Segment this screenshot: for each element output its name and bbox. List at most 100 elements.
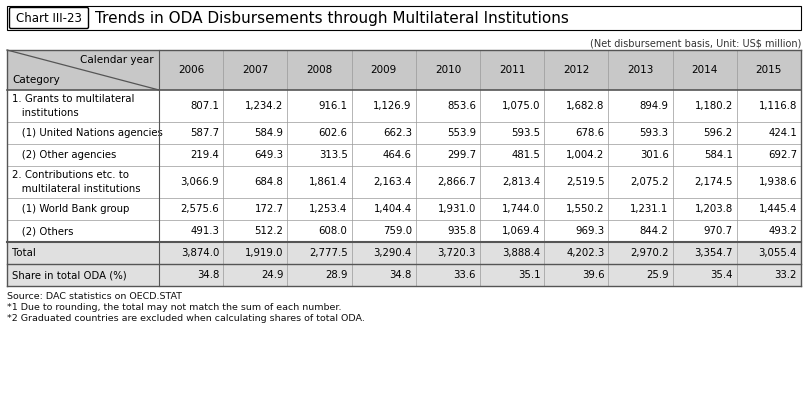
Bar [7, 50, 801, 90]
Text: 2,575.6: 2,575.6 [180, 204, 219, 214]
Text: 593.3: 593.3 [640, 128, 668, 138]
Bar [7, 90, 801, 122]
Text: 1,069.4: 1,069.4 [502, 226, 541, 236]
Text: 219.4: 219.4 [191, 150, 219, 160]
Text: 2,519.5: 2,519.5 [566, 177, 604, 187]
Text: 2,174.5: 2,174.5 [694, 177, 733, 187]
Bar [7, 198, 801, 220]
Text: Chart III-23: Chart III-23 [16, 12, 82, 25]
Text: 491.3: 491.3 [191, 226, 219, 236]
Text: 2015: 2015 [755, 65, 782, 75]
Bar [7, 220, 801, 242]
Text: (1) World Bank group: (1) World Bank group [12, 204, 129, 214]
Text: 553.9: 553.9 [447, 128, 476, 138]
Text: 2013: 2013 [627, 65, 654, 75]
Text: 3,874.0: 3,874.0 [181, 248, 219, 258]
Bar [7, 6, 801, 30]
Text: 1,075.0: 1,075.0 [502, 101, 541, 111]
Text: 39.6: 39.6 [582, 270, 604, 280]
Text: 1,203.8: 1,203.8 [695, 204, 733, 214]
Text: 1,004.2: 1,004.2 [566, 150, 604, 160]
Text: 608.0: 608.0 [318, 226, 347, 236]
Text: 2012: 2012 [563, 65, 590, 75]
Text: 678.6: 678.6 [575, 128, 604, 138]
Text: institutions: institutions [12, 108, 78, 118]
Text: 3,055.4: 3,055.4 [759, 248, 797, 258]
Text: 33.2: 33.2 [775, 270, 797, 280]
Bar [7, 144, 801, 166]
Text: 1,744.0: 1,744.0 [502, 204, 541, 214]
Text: 596.2: 596.2 [704, 128, 733, 138]
Text: 28.9: 28.9 [325, 270, 347, 280]
Text: 2,866.7: 2,866.7 [437, 177, 476, 187]
Text: 587.7: 587.7 [190, 128, 219, 138]
Text: 593.5: 593.5 [511, 128, 541, 138]
Text: 1,931.0: 1,931.0 [438, 204, 476, 214]
Text: (2) Other agencies: (2) Other agencies [12, 150, 116, 160]
Text: 35.4: 35.4 [710, 270, 733, 280]
Text: 2,163.4: 2,163.4 [373, 177, 412, 187]
Text: Calendar year: Calendar year [80, 55, 154, 65]
Text: 2014: 2014 [692, 65, 718, 75]
Text: 1,550.2: 1,550.2 [566, 204, 604, 214]
Text: 464.6: 464.6 [383, 150, 412, 160]
Text: 2,813.4: 2,813.4 [502, 177, 541, 187]
Text: 844.2: 844.2 [640, 226, 668, 236]
Text: 807.1: 807.1 [191, 101, 219, 111]
Text: 692.7: 692.7 [768, 150, 797, 160]
Text: 1. Grants to multilateral: 1. Grants to multilateral [12, 94, 134, 104]
Text: 684.8: 684.8 [255, 177, 284, 187]
Text: 1,116.8: 1,116.8 [759, 101, 797, 111]
Text: 2006: 2006 [178, 65, 204, 75]
Text: multilateral institutions: multilateral institutions [12, 184, 141, 194]
Text: 2,970.2: 2,970.2 [630, 248, 668, 258]
Text: 1,938.6: 1,938.6 [759, 177, 797, 187]
Text: 759.0: 759.0 [383, 226, 412, 236]
Text: 512.2: 512.2 [255, 226, 284, 236]
Text: 1,126.9: 1,126.9 [373, 101, 412, 111]
Text: 3,066.9: 3,066.9 [180, 177, 219, 187]
Text: 172.7: 172.7 [255, 204, 284, 214]
Text: 1,234.2: 1,234.2 [245, 101, 284, 111]
Text: 3,720.3: 3,720.3 [438, 248, 476, 258]
Text: Category: Category [12, 75, 60, 85]
Text: Share in total ODA (%): Share in total ODA (%) [12, 270, 127, 280]
Text: 1,919.0: 1,919.0 [245, 248, 284, 258]
Text: 584.1: 584.1 [704, 150, 733, 160]
Text: 25.9: 25.9 [646, 270, 668, 280]
Text: 493.2: 493.2 [768, 226, 797, 236]
Text: 1,404.4: 1,404.4 [373, 204, 412, 214]
Text: 2009: 2009 [371, 65, 397, 75]
Text: 1,231.1: 1,231.1 [630, 204, 668, 214]
Bar [7, 242, 801, 264]
Text: 1,253.4: 1,253.4 [309, 204, 347, 214]
Text: 301.6: 301.6 [640, 150, 668, 160]
Text: 1,861.4: 1,861.4 [309, 177, 347, 187]
Text: *2 Graduated countries are excluded when calculating shares of total ODA.: *2 Graduated countries are excluded when… [7, 314, 365, 323]
Text: 649.3: 649.3 [255, 150, 284, 160]
Text: 1,445.4: 1,445.4 [759, 204, 797, 214]
Text: 2010: 2010 [435, 65, 461, 75]
Text: Total: Total [12, 248, 36, 258]
Text: 2007: 2007 [242, 65, 268, 75]
Text: 662.3: 662.3 [383, 128, 412, 138]
Text: 33.6: 33.6 [453, 270, 476, 280]
Text: 2,777.5: 2,777.5 [309, 248, 347, 258]
Text: (2) Others: (2) Others [12, 226, 74, 236]
Text: 3,354.7: 3,354.7 [694, 248, 733, 258]
Text: (Net disbursement basis, Unit: US$ million): (Net disbursement basis, Unit: US$ milli… [590, 38, 801, 48]
Text: 970.7: 970.7 [704, 226, 733, 236]
Text: 34.8: 34.8 [389, 270, 412, 280]
Text: 602.6: 602.6 [318, 128, 347, 138]
Text: 481.5: 481.5 [511, 150, 541, 160]
Text: 424.1: 424.1 [768, 128, 797, 138]
Text: 584.9: 584.9 [255, 128, 284, 138]
Bar [7, 122, 801, 144]
Text: 1,682.8: 1,682.8 [566, 101, 604, 111]
Text: 935.8: 935.8 [447, 226, 476, 236]
Text: (1) United Nations agencies: (1) United Nations agencies [12, 128, 163, 138]
Text: *1 Due to rounding, the total may not match the sum of each number.: *1 Due to rounding, the total may not ma… [7, 303, 342, 312]
Bar [7, 264, 801, 286]
Text: 2. Contributions etc. to: 2. Contributions etc. to [12, 170, 129, 180]
Text: 2011: 2011 [499, 65, 525, 75]
